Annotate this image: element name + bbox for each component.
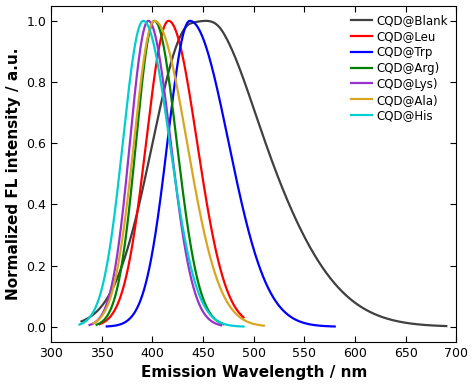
CQD@Lys) xyxy=(123,182,128,186)
CQD@Blank xyxy=(183,25,189,29)
CQD@Lys) xyxy=(146,19,151,23)
CQD@Trp xyxy=(332,324,337,329)
CQD@Leu xyxy=(150,86,155,91)
CQD@Trp xyxy=(239,201,245,206)
CQD@Blank xyxy=(367,310,373,314)
CQD@His xyxy=(106,250,112,255)
CQD@His xyxy=(77,322,82,327)
CQD@Ala) xyxy=(163,36,168,41)
CQD@Blank xyxy=(250,104,256,109)
CQD@His xyxy=(217,320,223,325)
CQD@Arg) xyxy=(163,54,168,58)
CQD@Leu xyxy=(97,322,102,327)
CQD@Blank xyxy=(203,19,209,23)
CQD@Arg) xyxy=(94,322,100,327)
CQD@His xyxy=(157,72,163,76)
CQD@Leu xyxy=(241,315,246,320)
Line: CQD@Trp: CQD@Trp xyxy=(107,21,335,327)
CQD@Arg) xyxy=(220,322,226,327)
CQD@Lys) xyxy=(87,323,92,327)
CQD@Ala) xyxy=(185,146,191,151)
CQD@Ala) xyxy=(120,230,126,235)
CQD@Lys) xyxy=(219,323,224,328)
CQD@Trp xyxy=(179,37,185,42)
Line: CQD@His: CQD@His xyxy=(80,21,244,327)
CQD@Blank xyxy=(443,324,449,328)
CQD@Arg) xyxy=(138,91,144,95)
CQD@Ala) xyxy=(91,321,96,326)
CQD@Ala) xyxy=(247,320,253,325)
Line: CQD@Lys): CQD@Lys) xyxy=(90,21,221,325)
CQD@Arg) xyxy=(152,19,157,23)
CQD@Lys) xyxy=(112,268,118,273)
CQD@Trp xyxy=(221,118,227,122)
CQD@Trp xyxy=(233,174,238,179)
CQD@Blank xyxy=(403,320,409,325)
CQD@Trp xyxy=(187,19,193,23)
CQD@Lys) xyxy=(204,314,210,319)
CQD@Blank xyxy=(79,319,84,324)
CQD@Leu xyxy=(166,19,172,23)
Line: CQD@Blank: CQD@Blank xyxy=(82,21,446,326)
CQD@Ala) xyxy=(261,323,266,328)
X-axis label: Emission Wavelength / nm: Emission Wavelength / nm xyxy=(140,366,367,381)
CQD@Trp xyxy=(104,324,109,329)
CQD@Lys) xyxy=(196,300,201,305)
CQD@Ala) xyxy=(152,19,157,23)
CQD@Arg) xyxy=(118,265,124,270)
Y-axis label: Normalized FL intensity / a.u.: Normalized FL intensity / a.u. xyxy=(6,47,20,300)
CQD@His xyxy=(150,37,155,42)
Line: CQD@Arg): CQD@Arg) xyxy=(97,21,223,325)
CQD@Lys) xyxy=(194,295,200,300)
CQD@Trp xyxy=(191,20,196,24)
CQD@Blank xyxy=(82,317,88,322)
CQD@Lys) xyxy=(217,323,222,327)
CQD@His xyxy=(94,302,100,307)
CQD@Arg) xyxy=(207,311,213,315)
CQD@His xyxy=(140,19,146,23)
CQD@Arg) xyxy=(139,85,145,89)
Line: CQD@Leu: CQD@Leu xyxy=(100,21,244,324)
CQD@Leu xyxy=(163,21,169,25)
CQD@His xyxy=(241,324,246,329)
CQD@Arg) xyxy=(212,317,218,322)
CQD@His xyxy=(237,324,243,329)
CQD@Ala) xyxy=(127,178,133,183)
CQD@Blank xyxy=(393,318,399,323)
CQD@Ala) xyxy=(213,275,219,280)
Legend: CQD@Blank, CQD@Leu, CQD@Trp, CQD@Arg), CQD@Lys), CQD@Ala), CQD@His: CQD@Blank, CQD@Leu, CQD@Trp, CQD@Arg), C… xyxy=(348,12,451,125)
Line: CQD@Ala): CQD@Ala) xyxy=(93,21,264,326)
CQD@Leu xyxy=(151,79,156,84)
CQD@Trp xyxy=(295,318,301,323)
CQD@Leu xyxy=(125,266,131,271)
CQD@Leu xyxy=(211,242,217,246)
CQD@Leu xyxy=(112,307,118,312)
